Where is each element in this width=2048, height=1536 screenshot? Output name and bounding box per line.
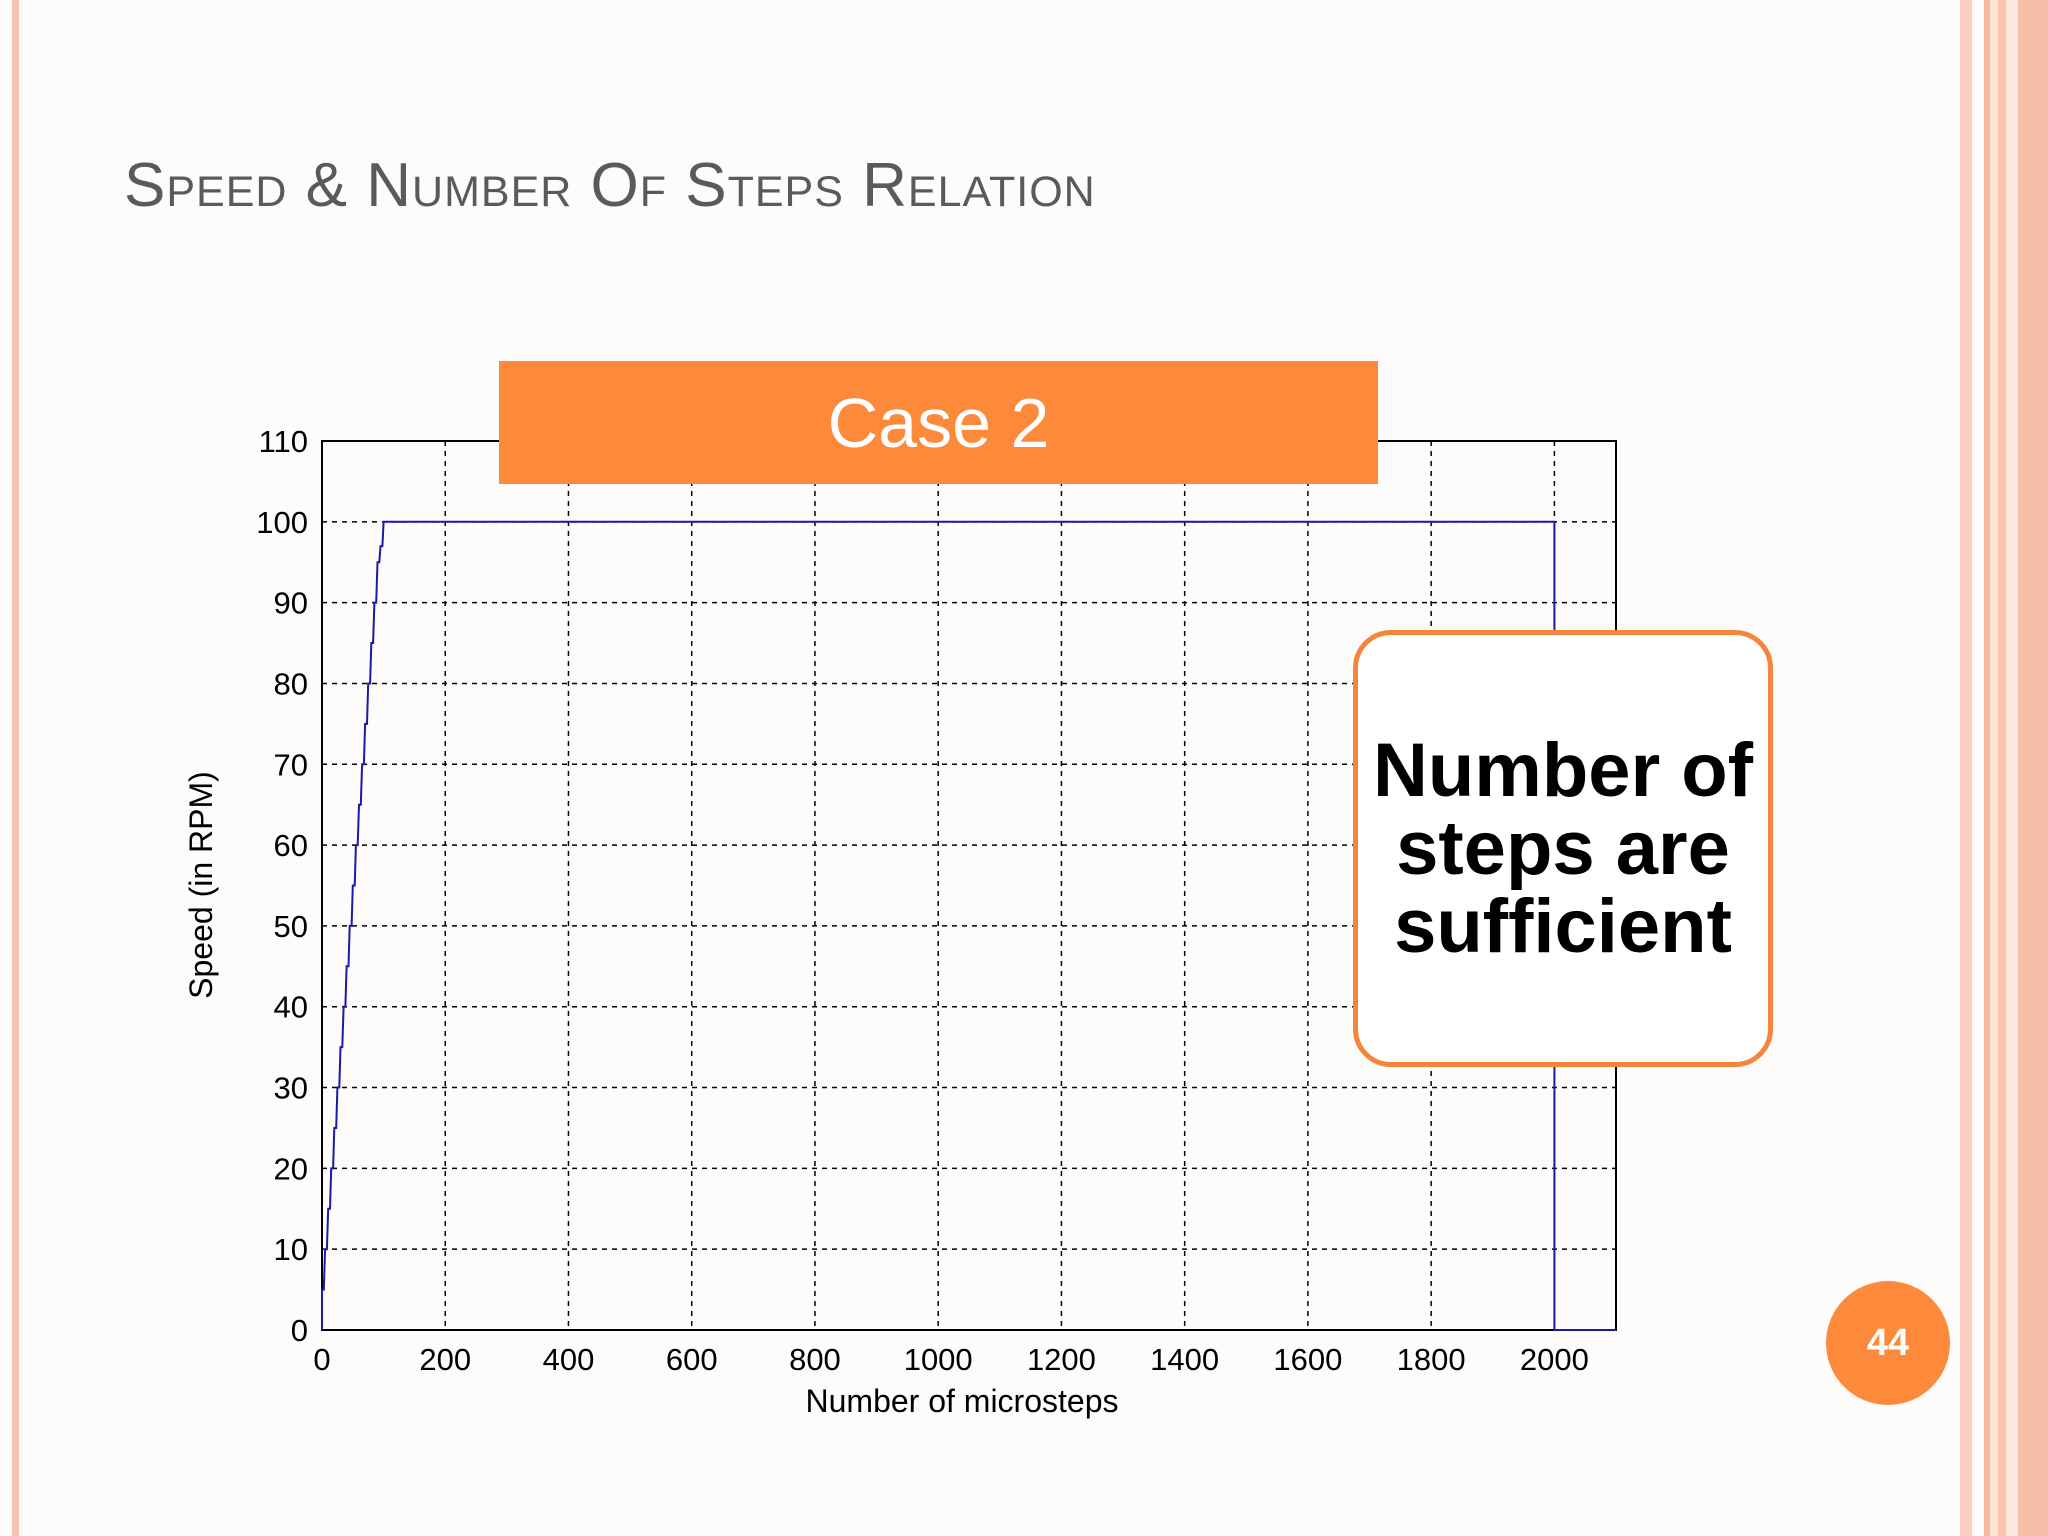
right-border-stripe [1960,0,1972,1536]
slide-title: Speed & Number Of Steps Relation [124,151,1096,220]
y-tick-label: 20 [274,1151,308,1186]
x-tick-label: 800 [789,1342,841,1377]
x-tick-label: 1600 [1273,1342,1342,1377]
x-tick-label: 1400 [1150,1342,1219,1377]
y-tick-label: 60 [274,828,308,863]
y-tick-label: 0 [291,1313,308,1348]
callout-box: Number of steps are sufficient [1353,630,1773,1067]
y-axis-title: Speed (in RPM) [183,771,219,999]
x-tick-label: 200 [419,1342,471,1377]
callout-text: Number of steps are sufficient [1373,727,1753,969]
x-tick-label: 2000 [1520,1342,1589,1377]
y-tick-label: 110 [259,424,308,459]
x-tick-label: 1000 [904,1342,973,1377]
y-tick-label: 100 [256,505,308,540]
y-tick-label: 90 [274,586,308,621]
left-border-stripe [12,0,19,1536]
y-tick-label: 50 [274,909,308,944]
y-tick-label: 70 [274,747,308,782]
x-tick-label: 1800 [1397,1342,1466,1377]
x-axis-title: Number of microsteps [806,1383,1119,1419]
page-number: 44 [1866,1321,1910,1364]
x-tick-label: 400 [543,1342,595,1377]
chart-series [321,520,1616,1331]
right-border-band [1984,0,2048,1536]
y-tick-label: 80 [274,666,308,701]
chart-ticks: 0 200 400 600 800 1000 1200 1400 1600 1800 2000 0 10… [256,424,1589,1377]
x-tick-label: 600 [666,1342,718,1377]
page-number-badge: 44 [1826,1281,1950,1405]
x-tick-label: 0 [313,1342,330,1377]
case-banner: Case 2 [499,361,1378,484]
speed-series-line [321,520,1616,1331]
y-tick-label: 10 [274,1232,308,1267]
x-tick-label: 1200 [1027,1342,1096,1377]
case-banner-label: Case 2 [827,383,1050,462]
y-tick-label: 30 [274,1071,308,1106]
y-tick-label: 40 [274,990,308,1025]
